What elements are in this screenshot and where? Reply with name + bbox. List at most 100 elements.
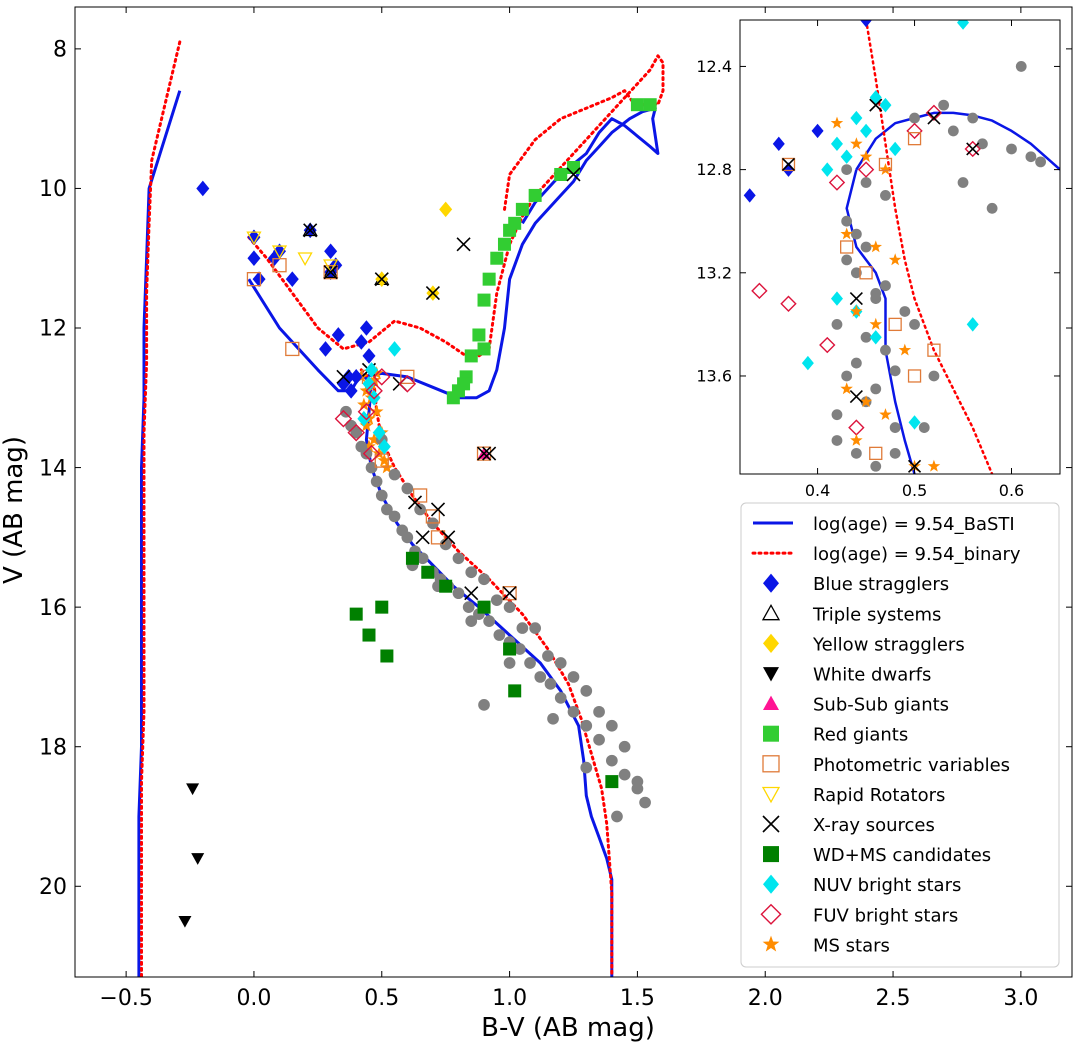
- inset-point-x-ray-sources: [966, 142, 980, 156]
- main-point-blue-stragglers: [349, 369, 363, 385]
- inset-x-tick-label: 0.4: [805, 481, 830, 500]
- main-x-tick-label: 0.0: [236, 986, 271, 1011]
- legend-item-wd-ms-candidates: WD+MS candidates: [763, 845, 991, 866]
- main-point-gray-member-stars: [618, 768, 631, 781]
- main-point-fuv-bright-stars: [347, 423, 365, 442]
- main-point-red-giants: [497, 237, 511, 251]
- main-point-gray-member-stars: [350, 426, 363, 439]
- main-point-rapid-rotators: [323, 259, 339, 274]
- main-point-red-giants: [457, 377, 471, 391]
- main-point-gray-member-stars: [478, 698, 490, 711]
- inset-point-ms-stars: [830, 116, 844, 129]
- legend-label: NUV bright stars: [813, 875, 961, 896]
- main-ticks: −0.5 0.0 0.5 1.0 1.5 2.0 2.5 3.0 8 10 12 14 16 18 20: [39, 7, 1072, 1011]
- main-x-tick-label: 3.0: [1003, 986, 1038, 1011]
- main-point-gray-member-stars: [401, 531, 414, 544]
- legend-label: MS stars: [813, 935, 890, 956]
- legend-symbol: [761, 786, 781, 804]
- inset-series-gray-member-stars: [831, 61, 1047, 472]
- main-point-wd-ms-candidates: [439, 579, 453, 593]
- main-point-wd-ms-candidates: [605, 775, 619, 789]
- main-point-gray-member-stars: [370, 475, 383, 488]
- inset-point-blue-stragglers: [782, 162, 795, 177]
- inset-series-ms-stars: [830, 116, 941, 472]
- main-point-ms-stars: [359, 418, 374, 432]
- inset-point-nuv-bright-stars: [821, 162, 834, 177]
- inset-point-gray-member-stars: [841, 254, 853, 266]
- inset-point-ms-stars: [840, 227, 853, 240]
- main-y-tick-label: 12: [39, 317, 67, 342]
- inset-point-ms-stars: [879, 163, 892, 175]
- main-point-x-ray-sources: [336, 369, 351, 384]
- main-point-x-ray-sources: [374, 272, 389, 287]
- main-point-x-ray-sources: [476, 446, 492, 461]
- main-point-gray-member-stars: [516, 622, 529, 634]
- main-point-ms-stars: [357, 397, 371, 411]
- main-point-gray-member-stars: [414, 503, 426, 516]
- main-point-gray-member-stars: [567, 671, 580, 683]
- inset-point-gray-member-stars: [860, 241, 872, 253]
- legend-label: WD+MS candidates: [813, 845, 991, 866]
- main-point-x-ray-sources: [566, 167, 581, 182]
- main-point-rapid-rotators: [297, 252, 313, 267]
- main-point-gray-member-stars: [618, 740, 631, 753]
- inset-point-gray-member-stars: [870, 460, 882, 472]
- main-y-tick-label: 10: [39, 177, 67, 202]
- inset-point-ms-stars: [888, 253, 902, 266]
- main-point-gray-member-stars: [554, 657, 567, 669]
- inset-isochrone-log-age-9-54-binary-2: [864, 20, 994, 474]
- main-point-red-giants: [503, 223, 517, 237]
- inset-point-blue-stragglers: [772, 136, 785, 152]
- main-point-rapid-rotators: [271, 245, 288, 260]
- inset-point-photometric-variables: [927, 343, 941, 357]
- main-point-gray-member-stars: [580, 761, 593, 774]
- inset-point-gray-member-stars: [957, 177, 969, 188]
- main-point-blue-stragglers: [247, 229, 261, 246]
- inset-ticks: 0.4 0.5 0.6 12.4 12.8 13.2 13.6: [696, 20, 1060, 500]
- inset-point-photometric-variables: [907, 369, 922, 383]
- main-point-gray-member-stars: [360, 447, 373, 460]
- main-data-layer: [137, 40, 665, 977]
- main-point-wd-ms-candidates: [362, 628, 376, 642]
- legend-item-red-giants: Red giants: [763, 725, 908, 746]
- inset-point-nuv-bright-stars: [860, 123, 873, 139]
- main-point-gray-member-stars: [340, 405, 352, 418]
- main-x-tick-label: −0.5: [99, 986, 152, 1011]
- main-point-gray-member-stars: [580, 685, 593, 697]
- main-point-blue-stragglers: [331, 327, 345, 343]
- main-point-photometric-variables: [400, 369, 415, 385]
- inset-isochrone-log-age-9-54-basti-1: [855, 111, 1060, 171]
- inset-point-gray-member-stars: [1015, 61, 1027, 72]
- inset-point-gray-member-stars: [909, 112, 920, 124]
- main-isochrone-log-age-9-54-binary-1: [140, 40, 182, 977]
- inset-point-gray-member-stars: [899, 306, 911, 317]
- main-point-gray-member-stars: [544, 678, 557, 690]
- main-point-triple-systems: [323, 264, 339, 279]
- main-point-photometric-variables: [374, 453, 389, 468]
- legend-label: FUV bright stars: [813, 905, 958, 926]
- main-point-fuv-bright-stars: [398, 375, 417, 393]
- main-y-tick-label: 18: [39, 735, 67, 760]
- inset-point-x-ray-sources: [781, 157, 796, 172]
- legend-label: X-ray sources: [813, 815, 935, 836]
- inset-series-x-ray-sources: [781, 98, 980, 473]
- inset-point-gray-member-stars: [1035, 156, 1047, 168]
- legend-label: Triple systems: [812, 604, 941, 625]
- inset-x-tick-label: 0.5: [902, 481, 927, 500]
- inset-point-fuv-bright-stars: [780, 295, 797, 312]
- inset-point-photometric-variables: [840, 240, 854, 254]
- inset-data-layer: [743, 20, 1060, 474]
- main-point-gray-member-stars: [388, 468, 401, 481]
- legend-symbol: [763, 846, 779, 863]
- main-point-gray-member-stars: [567, 705, 580, 718]
- main-point-photometric-variables: [476, 446, 492, 461]
- main-point-nuv-bright-stars: [365, 362, 379, 378]
- legend-label: Red giants: [813, 725, 908, 746]
- inset-y-tick-label: 13.6: [696, 367, 732, 386]
- main-point-yellow-stragglers: [439, 201, 453, 218]
- inset-point-gray-member-stars: [889, 422, 901, 433]
- inset-point-nuv-bright-stars: [801, 355, 814, 371]
- main-point-photometric-variables: [502, 586, 517, 601]
- main-point-nuv-bright-stars: [362, 376, 376, 392]
